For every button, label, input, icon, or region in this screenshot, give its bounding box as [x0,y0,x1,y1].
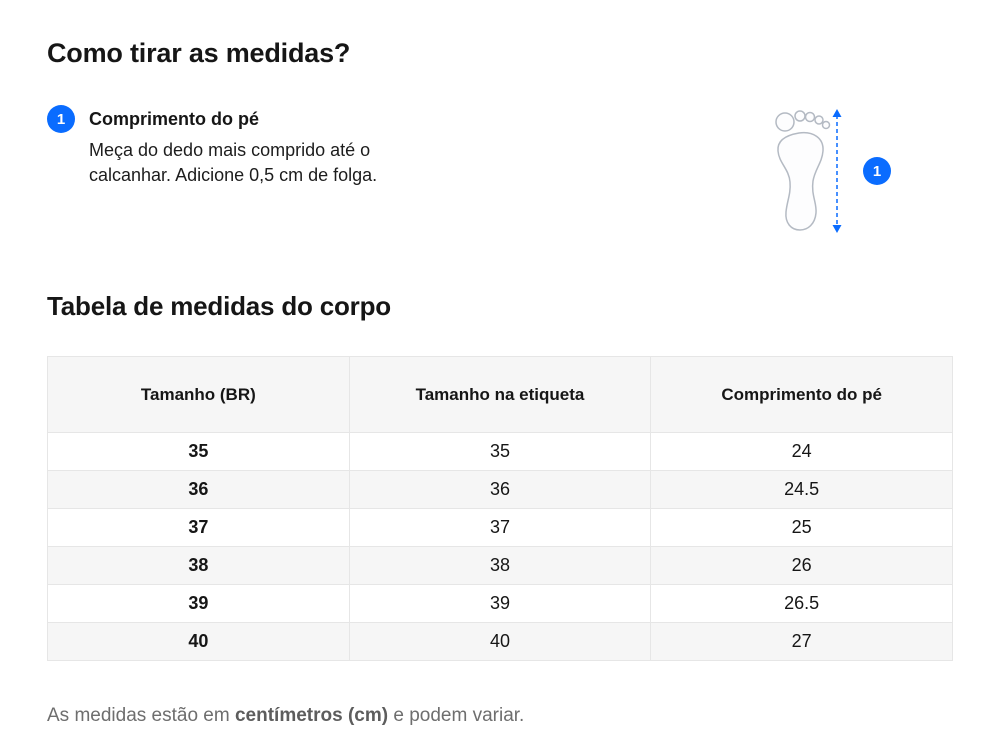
table-cell: 35 [47,432,350,471]
table-row: 37 37 25 [47,508,953,547]
foot-measurement-diagram: 1 [769,107,891,235]
table-cell: 26 [650,546,953,585]
step-description: Meça do dedo mais comprido até o calcanh… [89,138,377,188]
section-title: Tabela de medidas do corpo [47,291,391,321]
table-cell: 39 [348,584,652,623]
step-label: Comprimento do pé [89,109,259,129]
step-description-line2: calcanhar. Adicione 0,5 cm de folga. [89,165,378,185]
table-cell: 24.5 [650,470,953,509]
diagram-step-badge: 1 [863,157,891,185]
table-cell: 38 [47,546,350,585]
measure-instructions: 1 Comprimento do pé Meça do dedo mais co… [47,105,953,245]
table-row: 40 40 27 [47,622,953,661]
table-cell: 24 [650,432,953,471]
table-cell: 40 [348,622,652,661]
table-row: 35 35 24 [47,432,953,471]
page-title: Como tirar as medidas? [47,38,351,68]
table-cell: 25 [650,508,953,547]
table-row: 39 39 26.5 [47,584,953,623]
table-row: 36 36 24.5 [47,470,953,509]
table-cell: 35 [348,432,652,471]
table-cell: 37 [348,508,652,547]
table-cell: 38 [348,546,652,585]
step-text: Comprimento do pé Meça do dedo mais comp… [89,105,377,188]
size-table-body: 35 35 24 36 36 24.5 37 37 25 38 38 26 39 [47,432,953,661]
footnote-suffix: e podem variar. [388,705,525,726]
table-cell: 40 [47,622,350,661]
measure-step: 1 Comprimento do pé Meça do dedo mais co… [47,105,377,188]
table-cell: 39 [47,584,350,623]
table-cell: 36 [348,470,652,509]
header-row: Tamanho (BR) Tamanho na etiqueta Comprim… [47,356,953,433]
column-header-comprimento-pe: Comprimento do pé [650,356,953,433]
footnote-prefix: As medidas estão em [47,705,235,726]
column-header-tamanho-etiqueta: Tamanho na etiqueta [348,356,652,433]
table-row: 38 38 26 [47,546,953,585]
size-table-head: Tamanho (BR) Tamanho na etiqueta Comprim… [47,356,953,433]
footnote: As medidas estão em centímetros (cm) e p… [47,705,953,727]
step-description-line1: Meça do dedo mais comprido até o [89,140,371,160]
table-cell: 36 [47,470,350,509]
table-cell: 37 [47,508,350,547]
table-cell: 26.5 [650,584,953,623]
table-cell: 27 [650,622,953,661]
step-number-badge: 1 [47,105,75,133]
foot-outline-icon [775,109,842,233]
size-table: Tamanho (BR) Tamanho na etiqueta Comprim… [47,356,953,661]
footnote-bold: centímetros (cm) [234,705,389,726]
column-header-tamanho-br: Tamanho (BR) [47,356,350,433]
